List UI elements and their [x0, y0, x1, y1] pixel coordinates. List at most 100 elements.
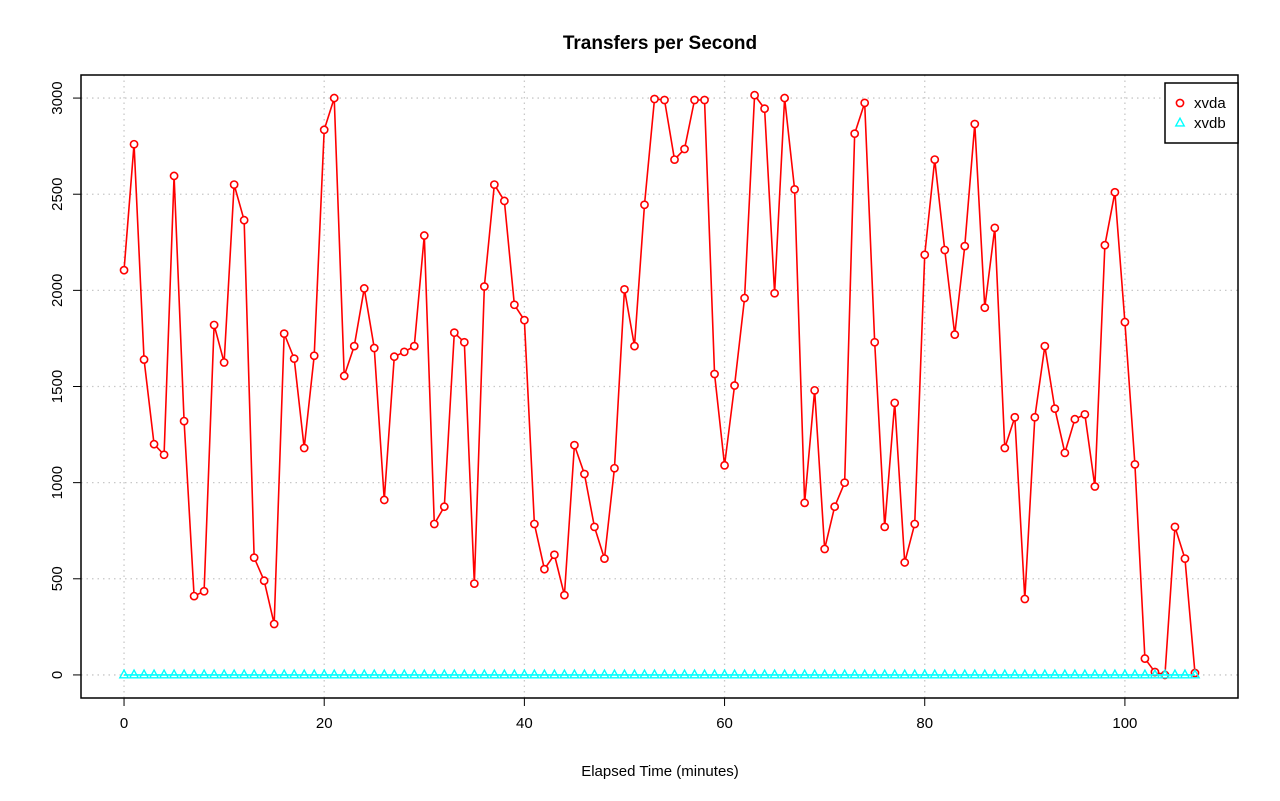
point-xvda	[850, 129, 860, 139]
point-xvdb	[719, 668, 730, 679]
point-xvda	[910, 519, 920, 529]
point-xvdb	[569, 668, 580, 679]
point-xvda	[279, 329, 289, 339]
point-xvda	[189, 591, 199, 601]
point-xvdb	[1009, 668, 1021, 679]
point-xvdb	[138, 668, 150, 679]
point-xvda	[920, 250, 930, 260]
point-xvda	[1080, 409, 1090, 419]
point-xvda	[670, 155, 679, 165]
point-xvda	[980, 303, 990, 313]
point-xvda	[610, 463, 619, 473]
point-xvdb	[448, 668, 460, 679]
point-xvda	[590, 522, 599, 532]
point-xvdb	[629, 668, 640, 679]
point-xvda	[509, 300, 519, 310]
point-xvdb	[979, 668, 991, 679]
point-xvda	[700, 95, 709, 105]
point-xvdb	[188, 668, 200, 679]
point-xvda	[1170, 522, 1180, 532]
y-tick-label: 1500	[49, 370, 66, 403]
point-xvda	[399, 347, 409, 357]
series-line-xvda	[123, 94, 1196, 676]
series-layer	[118, 90, 1201, 680]
point-xvda	[139, 355, 149, 364]
point-xvdb	[649, 668, 660, 679]
y-tick-label: 2500	[49, 178, 66, 211]
point-xvdb	[839, 668, 851, 679]
point-xvdb	[318, 668, 330, 679]
point-xvda	[429, 519, 439, 529]
point-xvda	[730, 381, 739, 390]
point-xvdb	[1169, 668, 1181, 679]
chart-title: Transfers per Second	[563, 33, 757, 54]
point-xvdb	[859, 668, 871, 679]
point-xvdb	[959, 668, 971, 679]
point-xvdb	[1099, 668, 1111, 679]
point-xvdb	[308, 668, 320, 679]
point-xvda	[950, 330, 960, 339]
point-xvdb	[1109, 668, 1121, 679]
point-xvda	[349, 341, 359, 351]
point-xvdb	[919, 668, 931, 679]
point-xvda	[890, 398, 900, 408]
point-xvda	[880, 522, 890, 532]
point-xvda	[720, 460, 729, 470]
point-xvdb	[228, 668, 240, 679]
point-xvda	[199, 586, 209, 596]
point-xvdb	[338, 668, 350, 679]
point-xvdb	[889, 668, 901, 679]
point-xvdb	[609, 668, 620, 679]
point-xvdb	[358, 668, 370, 679]
point-xvda	[289, 354, 299, 364]
point-xvda	[209, 320, 219, 330]
point-xvdb	[639, 668, 650, 679]
point-xvda	[1100, 240, 1110, 250]
point-xvdb	[278, 668, 290, 679]
point-xvdb	[418, 668, 430, 679]
point-xvdb	[1059, 668, 1071, 679]
point-xvdb	[438, 668, 450, 679]
point-xvdb	[899, 668, 911, 679]
point-xvdb	[468, 668, 480, 679]
point-xvda	[1060, 448, 1070, 458]
point-xvdb	[398, 668, 410, 679]
legend: xvda xvdb	[1164, 82, 1239, 144]
point-xvda	[169, 171, 179, 181]
point-xvdb	[689, 668, 700, 679]
point-xvda	[1070, 414, 1080, 424]
point-xvdb	[519, 668, 530, 679]
point-xvda	[1180, 554, 1190, 563]
point-xvda	[1030, 412, 1040, 422]
point-xvdb	[879, 668, 891, 679]
point-xvdb	[1039, 668, 1051, 679]
point-xvdb	[498, 668, 510, 679]
point-xvda	[690, 95, 699, 105]
point-xvdb	[378, 668, 390, 679]
point-xvdb	[699, 668, 710, 679]
y-tick-label: 2000	[49, 274, 66, 307]
point-xvdb	[178, 668, 190, 679]
point-xvda	[339, 371, 349, 381]
point-xvda	[1110, 187, 1120, 197]
point-xvdb	[268, 668, 280, 679]
point-xvdb	[559, 668, 570, 679]
point-xvda	[1090, 482, 1100, 491]
point-xvda	[1140, 654, 1150, 663]
point-xvda	[900, 558, 910, 567]
point-xvda	[710, 369, 719, 379]
point-xvdb	[779, 668, 790, 679]
point-xvdb	[408, 668, 420, 679]
point-xvda	[630, 341, 639, 351]
point-xvdb	[238, 668, 250, 679]
point-xvda	[259, 576, 269, 586]
point-xvdb	[1049, 668, 1061, 679]
point-xvdb	[759, 668, 770, 679]
point-xvdb	[619, 668, 630, 679]
point-xvda	[550, 550, 559, 560]
point-xvdb	[789, 668, 800, 679]
point-xvda	[760, 104, 769, 114]
point-xvda	[650, 94, 659, 104]
point-xvda	[219, 358, 229, 367]
point-xvda	[750, 90, 759, 100]
